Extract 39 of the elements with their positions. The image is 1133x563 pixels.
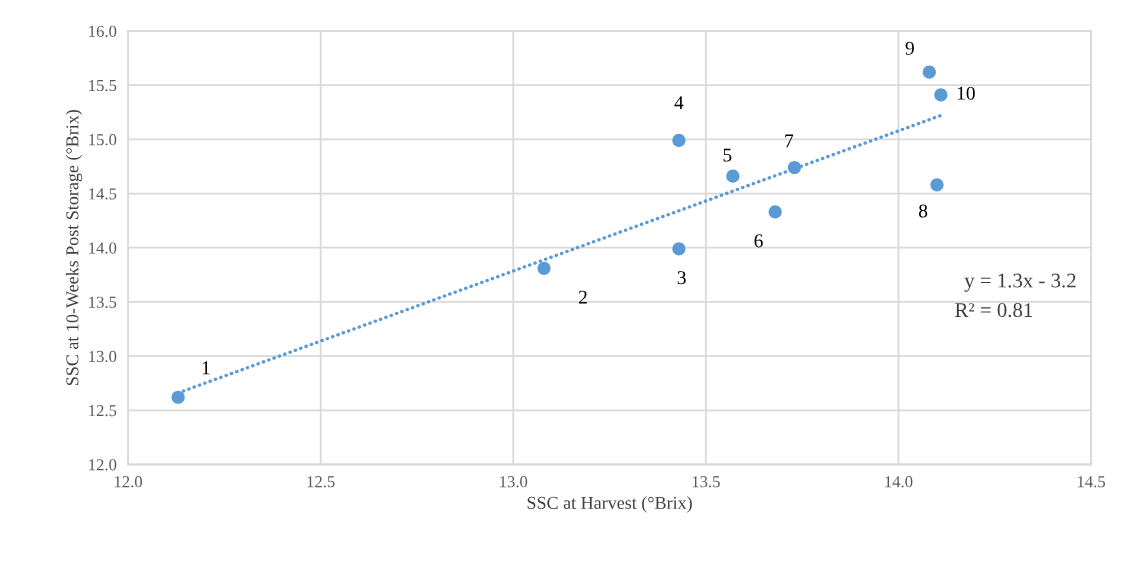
annotation: 10 xyxy=(957,86,975,100)
y-tick-label: 14.5 xyxy=(89,188,117,200)
annotation: 2 xyxy=(578,290,587,304)
x-tick-label: 14.0 xyxy=(885,476,913,488)
annotation: 4 xyxy=(674,96,684,109)
y-tick-label: 12.5 xyxy=(89,405,117,417)
x-tick-label: 13.0 xyxy=(500,476,528,488)
point xyxy=(171,390,185,404)
y-axis-title: SSC at 10-Weeks Post Storage (°Brix) xyxy=(65,109,83,386)
y-tick-label: 14.0 xyxy=(89,242,117,254)
point xyxy=(672,242,686,256)
x-axis-title: SSC at Harvest (°Brix) xyxy=(527,496,692,513)
point xyxy=(922,65,936,79)
point xyxy=(672,133,686,148)
annotation: 5 xyxy=(723,148,732,162)
annotation: 1 xyxy=(202,361,210,375)
point xyxy=(787,160,802,175)
point xyxy=(768,205,782,219)
y-tick-label: 13.5 xyxy=(89,296,117,308)
point xyxy=(726,169,740,183)
annotation: 8 xyxy=(918,204,928,218)
annotation: 6 xyxy=(754,234,763,248)
annotation: R² = 0.81 xyxy=(955,303,1033,318)
point xyxy=(537,261,551,275)
annotation: 7 xyxy=(785,134,794,148)
x-tick-label: 13.5 xyxy=(692,476,720,488)
x-tick-label: 12.0 xyxy=(114,476,142,488)
annotation: y = 1.3x - 3.2 xyxy=(964,273,1076,292)
x-tick-label: 12.5 xyxy=(307,476,335,488)
point xyxy=(930,178,944,192)
annotation: 9 xyxy=(905,41,914,55)
y-tick-label: 16.0 xyxy=(89,25,117,37)
y-tick-label: 15.5 xyxy=(89,79,117,92)
annotation: 3 xyxy=(677,271,686,285)
y-tick-label: 12.0 xyxy=(89,459,117,471)
y-tick-label: 13.0 xyxy=(89,350,117,363)
y-tick-label: 15.0 xyxy=(89,134,117,146)
point xyxy=(934,88,948,102)
x-tick-label: 14.5 xyxy=(1077,476,1106,488)
